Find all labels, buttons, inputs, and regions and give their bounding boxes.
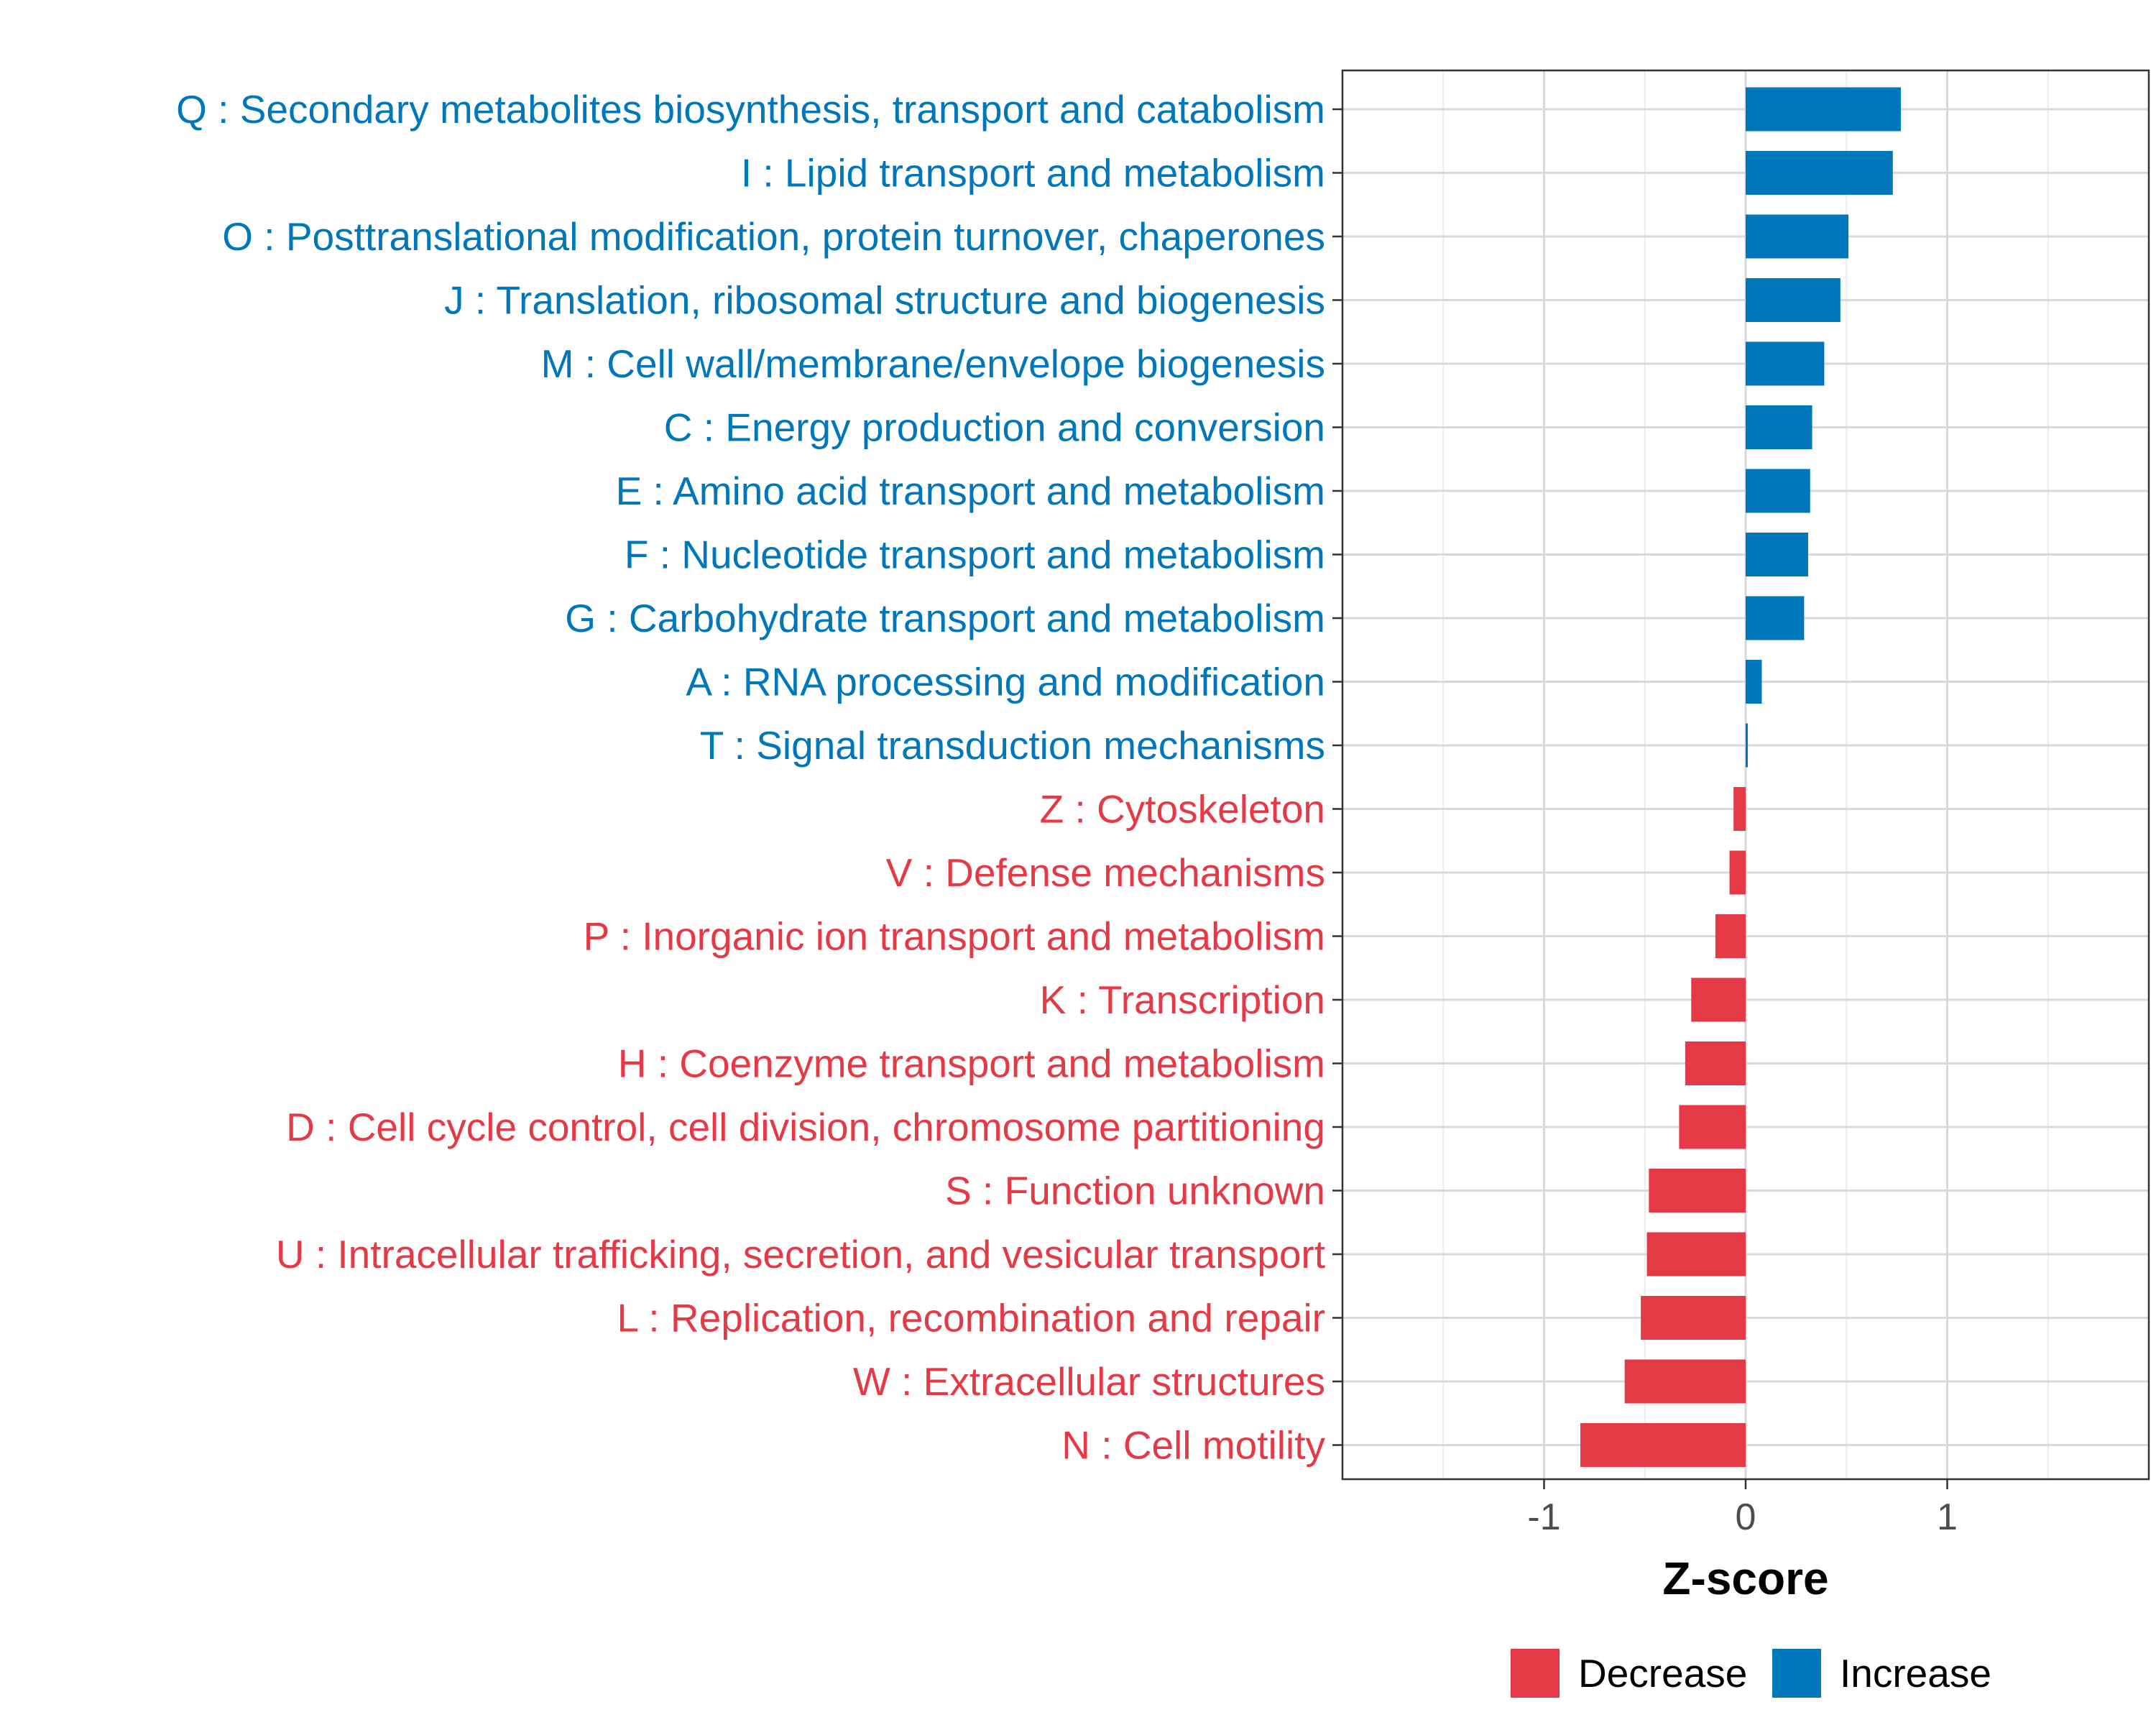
bar (1746, 87, 1901, 132)
bar (1746, 214, 1849, 259)
bar (1715, 914, 1746, 958)
category-label: L : Replication, recombination and repai… (617, 1296, 1325, 1340)
legend: Decrease Increase (1511, 1649, 1991, 1698)
category-label: V : Defense mechanisms (886, 850, 1325, 895)
category-label: Z : Cytoskeleton (1040, 787, 1325, 832)
bar (1746, 533, 1808, 576)
legend-label-decrease: Decrease (1578, 1651, 1747, 1696)
x-tick-label: 1 (1937, 1496, 1958, 1538)
category-label: A : RNA processing and modification (686, 660, 1325, 704)
bar (1746, 469, 1810, 513)
x-tick-label: 0 (1736, 1496, 1756, 1538)
category-label: Q : Secondary metabolites biosynthesis, … (176, 87, 1325, 132)
x-axis-ticks: -1 0 1 (1527, 1479, 1958, 1538)
category-label: I : Lipid transport and metabolism (741, 151, 1325, 196)
category-label: P : Inorganic ion transport and metaboli… (584, 914, 1325, 959)
bar (1746, 660, 1762, 704)
bars (1580, 87, 1901, 1467)
category-label: G : Carbohydrate transport and metabolis… (565, 596, 1325, 640)
category-label: J : Translation, ribosomal structure and… (444, 278, 1325, 323)
category-label: E : Amino acid transport and metabolism (616, 469, 1325, 513)
bar (1746, 278, 1841, 322)
category-label: N : Cell motility (1061, 1423, 1325, 1468)
legend-label-increase: Increase (1840, 1651, 1991, 1696)
category-label: C : Energy production and conversion (664, 405, 1325, 450)
legend-key-increase (1772, 1649, 1821, 1698)
x-axis-title: Z-score (1662, 1552, 1828, 1604)
category-label: W : Extracellular structures (853, 1359, 1325, 1404)
bar (1729, 850, 1746, 895)
category-label: K : Transcription (1040, 978, 1325, 1022)
category-label: H : Coenzyme transport and metabolism (618, 1041, 1325, 1086)
bar (1746, 151, 1893, 195)
bar (1646, 1232, 1746, 1276)
bar (1679, 1105, 1746, 1149)
category-label: S : Function unknown (945, 1169, 1325, 1213)
bar (1580, 1423, 1746, 1467)
bar (1746, 405, 1812, 449)
category-label: O : Posttranslational modification, prot… (222, 214, 1325, 259)
category-label: U : Intracellular trafficking, secretion… (276, 1232, 1325, 1276)
category-label: F : Nucleotide transport and metabolism (625, 533, 1325, 577)
category-label: T : Signal transduction mechanisms (700, 723, 1325, 768)
bar (1746, 341, 1825, 386)
bar (1649, 1169, 1746, 1213)
legend-key-decrease (1511, 1649, 1560, 1698)
bar (1746, 596, 1805, 640)
category-label: M : Cell wall/membrane/envelope biogenes… (541, 341, 1325, 386)
bar (1746, 723, 1748, 768)
bar (1624, 1359, 1746, 1404)
bar (1641, 1296, 1746, 1340)
bar (1691, 978, 1746, 1022)
x-tick-label: -1 (1527, 1496, 1560, 1538)
category-label: D : Cell cycle control, cell division, c… (286, 1105, 1325, 1149)
bar (1685, 1041, 1746, 1085)
y-axis-labels: Q : Secondary metabolites biosynthesis, … (176, 87, 1325, 1468)
y-axis-ticks (1332, 108, 1342, 1446)
bar (1733, 787, 1746, 831)
